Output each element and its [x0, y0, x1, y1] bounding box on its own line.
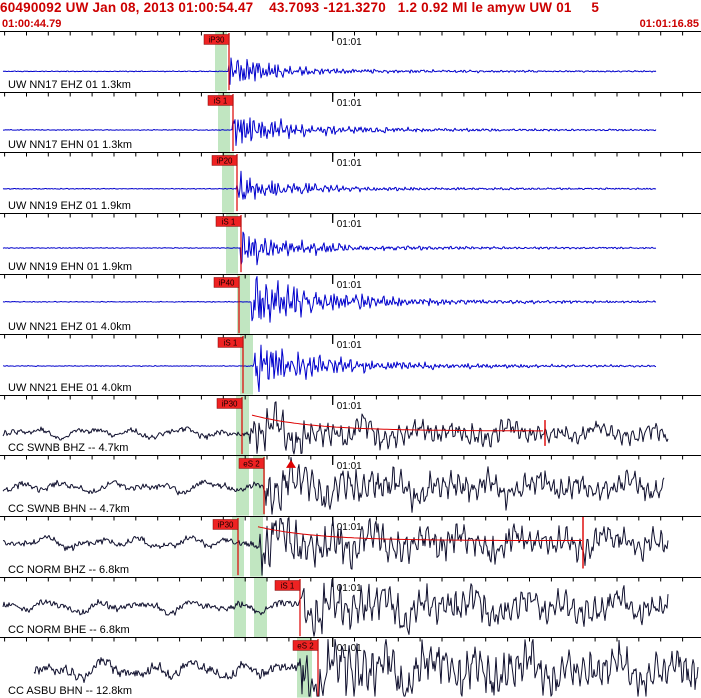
pick-flag[interactable]: [213, 276, 240, 288]
station-label: UW NN17 EHN 01 1.3km: [8, 139, 133, 152]
pick-flag[interactable]: [211, 155, 238, 166]
time-window-bar: 01:00:44.79 01:01:16.85: [0, 17, 701, 31]
trace-row[interactable]: 01:01 eS 2 CC SWNB BHN -- 4.7km: [0, 455, 701, 517]
trace-list: 01:01 iP30 UW NN17 EHZ 01 1.3km 01:01 iS 1 UW…: [0, 31, 701, 698]
pick-flag-label: iS 1: [222, 217, 236, 226]
minute-tick-label: 01:01: [337, 461, 362, 472]
trace-row[interactable]: 01:01 iP20 UW NN19 EHZ 01 1.9km: [0, 152, 701, 213]
waveform-path: [3, 116, 657, 146]
minute-tick-label: 01:01: [337, 98, 362, 109]
waveform-path: [2, 275, 657, 323]
waveform-plot: 01:01 iP30: [2, 32, 684, 92]
phase-window-band: [218, 92, 230, 153]
station-label: CC SWNB BHN -- 4.7km: [8, 503, 130, 516]
minute-tick-label: 01:01: [337, 340, 362, 351]
waveform-plot: 01:01 iP30: [2, 395, 684, 456]
arrival-marker[interactable]: [286, 460, 296, 469]
minute-tick-label: 01:01: [337, 37, 362, 48]
trace-row[interactable]: 01:01 iP30 CC SWNB BHZ -- 4.7km: [0, 394, 701, 456]
station-label: CC NORM BHE -- 6.8km: [8, 624, 130, 637]
pick-flag-label: iS 1: [224, 339, 238, 348]
window-end-time: 01:01:16.85: [639, 18, 699, 30]
waveform-plot: 01:01 iP30: [2, 517, 684, 577]
minute-tick-label: 01:01: [337, 401, 362, 412]
station-label: UW NN21 EHZ 01 4.0km: [8, 321, 131, 334]
pick-flag[interactable]: [292, 640, 319, 652]
phase-window-band: [222, 153, 234, 213]
pick-flag[interactable]: [203, 34, 230, 45]
waveform-plot: 01:01 iS 1: [3, 92, 684, 153]
event-header: 60490092 UW Jan 08, 2013 01:00:54.47 43.…: [0, 0, 600, 15]
waveform-path: [33, 639, 699, 698]
phase-window-band: [237, 274, 250, 335]
phase-window-band: [236, 456, 249, 517]
pick-flag-label: iS 1: [281, 581, 295, 590]
window-start-time: 01:00:44.79: [2, 18, 62, 30]
waveform-path: [2, 57, 657, 85]
pick-flag-label: iP40: [218, 278, 235, 287]
station-label: UW NN19 EHZ 01 1.9km: [8, 199, 131, 212]
pick-flag-label: iP30: [208, 35, 225, 44]
pick-flag[interactable]: [207, 94, 234, 106]
coda-duration-line: [257, 526, 582, 542]
waveform-path: [2, 578, 669, 637]
phase-window-band: [215, 32, 227, 92]
station-label: UW NN17 EHZ 01 1.3km: [8, 78, 131, 91]
trace-row[interactable]: 01:01 iP30 CC NORM BHZ -- 6.8km: [0, 516, 701, 577]
pick-flag-label: iP30: [217, 521, 234, 530]
waveform-path: [2, 401, 669, 455]
trace-row[interactable]: 01:01 iP40 UW NN21 EHZ 01 4.0km: [0, 273, 701, 335]
waveform-path: [2, 457, 665, 516]
pick-flag[interactable]: [217, 337, 244, 348]
trace-row[interactable]: 01:01 iS 1 UW NN21 EHE 01 4.0km: [0, 334, 701, 395]
pick-flag-label: iP20: [216, 157, 233, 166]
waveform-plot: 01:01 eS 2: [2, 456, 684, 517]
phase-window-band: [226, 213, 238, 274]
station-label: CC NORM BHZ -- 6.8km: [8, 563, 129, 576]
trace-row[interactable]: 01:01 iS 1 UW NN17 EHN 01 1.3km: [0, 91, 701, 153]
trace-row[interactable]: 01:01 iS 1 UW NN19 EHN 01 1.9km: [0, 212, 701, 274]
waveform-plot: 01:01 iS 1: [2, 577, 684, 638]
waveform-path: [2, 344, 657, 393]
minute-tick-label: 01:01: [337, 280, 362, 291]
minute-tick-label: 01:01: [337, 522, 362, 533]
waveform-path: [2, 171, 657, 200]
station-label: UW NN19 EHN 01 1.9km: [8, 260, 133, 273]
waveform-path: [2, 518, 669, 576]
minute-tick-label: 01:01: [337, 219, 362, 230]
pick-flag-label: eS 2: [243, 460, 260, 469]
waveform-plot: 01:01 iP40: [2, 274, 684, 335]
trace-row[interactable]: 01:01 iS 1 CC NORM BHE -- 6.8km: [0, 576, 701, 638]
coda-duration-line: [251, 414, 543, 432]
pick-flag[interactable]: [238, 458, 265, 470]
pick-flag[interactable]: [274, 580, 301, 591]
station-label: UW NN21 EHE 01 4.0km: [8, 381, 132, 394]
pick-flag[interactable]: [212, 519, 239, 530]
pick-flag-label: iS 1: [214, 96, 228, 105]
phase-window-band: [234, 577, 246, 638]
pick-flag[interactable]: [216, 398, 243, 409]
waveform-plot: 01:01 iP20: [2, 153, 684, 213]
waveform-plot: 01:01 iS 1: [2, 213, 684, 274]
phase-window-band: [254, 577, 267, 638]
trace-row[interactable]: 01:01 eS 2 CC ASBU BHN -- 12.8km: [0, 637, 701, 698]
station-label: CC ASBU BHN -- 12.8km: [8, 685, 133, 698]
waveform-plot: 01:01 iS 1: [2, 335, 684, 395]
trace-row[interactable]: 01:01 iP30 UW NN17 EHZ 01 1.3km: [0, 31, 701, 92]
minute-tick-label: 01:01: [337, 158, 362, 169]
waveform-path: [2, 231, 657, 266]
station-label: CC SWNB BHZ -- 4.7km: [8, 442, 129, 455]
pick-flag-label: iP30: [221, 399, 238, 408]
minute-tick-label: 01:01: [337, 583, 362, 594]
pick-flag-label: eS 2: [297, 642, 314, 651]
pick-flag[interactable]: [215, 216, 242, 227]
